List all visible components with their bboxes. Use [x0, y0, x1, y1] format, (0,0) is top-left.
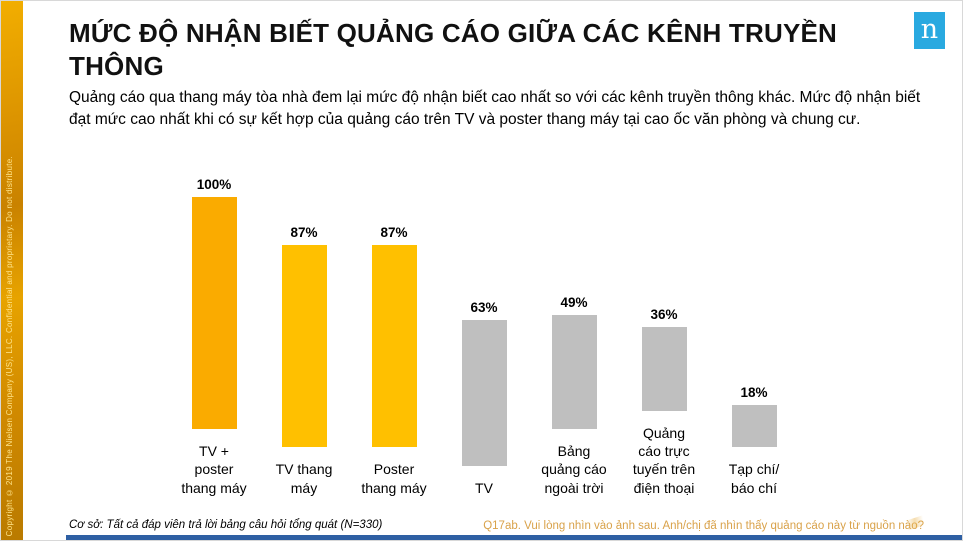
slide-subtitle: Quảng cáo qua thang máy tòa nhà đem lại … [69, 89, 921, 128]
bar-category-label: Tạp chí/ báo chí [728, 461, 780, 496]
gold-ribbon: Copyright © 2019 The Nielsen Company (US… [1, 1, 23, 540]
bar-value-label: 63% [470, 299, 498, 315]
bar-category-label: TV + poster thang máy [181, 443, 247, 496]
bar-stack: 63% [461, 212, 507, 466]
bar-category-label: TV [475, 479, 493, 496]
bar-column: 100% TV + poster thang máy [169, 175, 259, 497]
bar-column: 49% Bảng quảng cáo ngoài trời [529, 175, 619, 497]
bar-value-label: 36% [650, 307, 678, 322]
page-title: MỨC ĐỘ NHẬN BIẾT QUẢNG CÁO GIỮA CÁC KÊNH… [69, 18, 838, 81]
copyright-text: Copyright © 2019 The Nielsen Company (US… [5, 155, 14, 536]
bar-column: 36% Quảng cáo trực tuyến trên điện thoại [619, 157, 709, 497]
bar [731, 405, 777, 448]
bar-column: 87% TV thang máy [259, 193, 349, 496]
bar-value-label: 87% [380, 225, 408, 241]
bar-column: 87% Poster thang máy [349, 193, 439, 496]
bar [371, 245, 417, 448]
footer-base-note: Cơ sở: Tất cả đáp viên trả lời bảng câu … [69, 519, 383, 531]
footer-question-note: Q17ab. Vui lòng nhìn vào ảnh sau. Anh/ch… [483, 520, 924, 532]
bar-category-label: Bảng quảng cáo ngoài trời [541, 443, 607, 496]
bar [641, 327, 687, 411]
bar-stack: 87% [371, 193, 417, 448]
nielsen-logo: n [914, 12, 945, 49]
bar-category-label: Quảng cáo trực tuyến trên điện thoại [632, 425, 696, 496]
bar-stack: 87% [281, 193, 327, 448]
bar [191, 197, 237, 430]
bar-column: 63% TV [439, 212, 529, 497]
bar [281, 245, 327, 448]
bar-category-label: Poster thang máy [361, 461, 427, 496]
bar-stack: 100% [191, 175, 237, 430]
bar-value-label: 87% [290, 225, 318, 241]
bar-value-label: 18% [740, 385, 768, 401]
bar-stack: 49% [551, 175, 597, 430]
bar-value-label: 49% [560, 295, 588, 311]
bar-category-label: TV thang máy [275, 461, 333, 496]
bar-column: 18% Tạp chí/ báo chí [709, 193, 799, 496]
bar-chart: 100% TV + poster thang máy 87% TV thang máy… [169, 157, 809, 497]
bar [551, 315, 597, 430]
bar-stack: 36% [641, 157, 687, 411]
bar [461, 319, 507, 466]
bar-value-label: 100% [196, 177, 232, 193]
bottom-blue-bar [66, 535, 962, 540]
bar-stack: 18% [731, 193, 777, 448]
